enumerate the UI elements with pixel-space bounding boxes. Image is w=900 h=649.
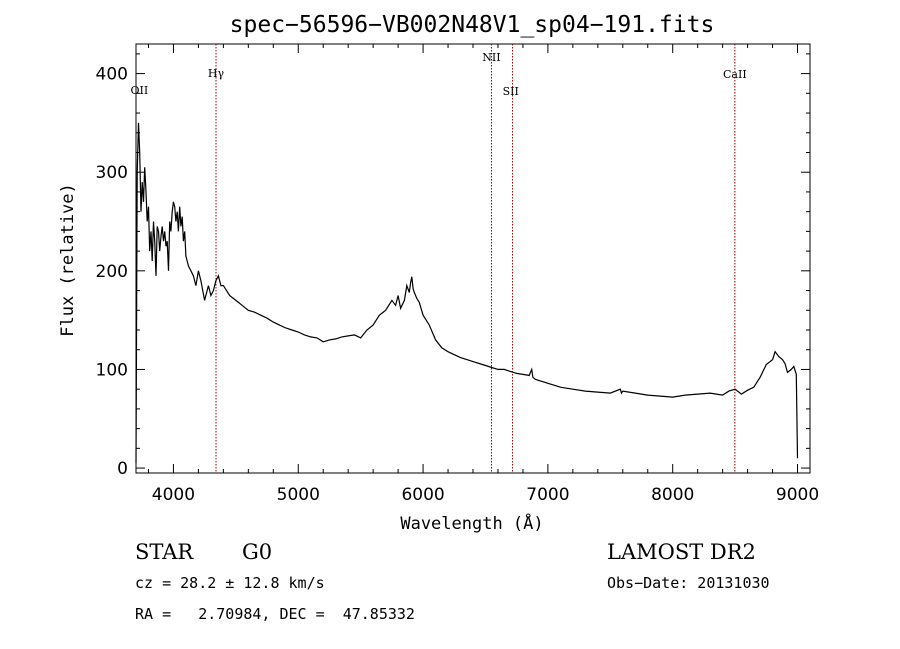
object-class: STAR <box>135 540 194 564</box>
x-tick-label-4000: 4000 <box>152 485 195 505</box>
ra-dec-coordinates: RA = 2.70984, DEC = 47.85332 <box>135 605 415 623</box>
marker-label-2: NII <box>482 51 500 64</box>
y-tick-label-0: 0 <box>117 459 128 479</box>
redshift-velocity: cz = 28.2 ± 12.8 km/s <box>135 574 325 592</box>
marker-label-0: OII <box>131 84 149 97</box>
x-tick-label-9000: 9000 <box>776 485 819 505</box>
survey-name: LAMOST DR2 <box>607 540 756 564</box>
x-tick-label-7000: 7000 <box>526 485 569 505</box>
marker-label-3: SII <box>503 85 519 98</box>
y-axis-ticks: 0 100 200 300 400 <box>96 53 810 479</box>
y-tick-label-100: 100 <box>96 360 128 380</box>
x-axis-label: Wavelength (Å) <box>400 512 543 534</box>
object-subclass: G0 <box>242 540 272 564</box>
marker-label-4: CaII <box>723 68 747 81</box>
x-tick-label-5000: 5000 <box>277 485 320 505</box>
x-axis-ticks: 4000 5000 6000 7000 8000 9000 <box>147 44 819 505</box>
chart-title: spec−56596−VB002N48V1_sp04−191.fits <box>230 12 715 38</box>
y-axis-label: Flux (relative) <box>58 183 78 337</box>
y-tick-label-300: 300 <box>96 163 128 183</box>
y-tick-label-400: 400 <box>96 65 128 85</box>
plot-frame <box>135 43 811 474</box>
marker-label-1: Hγ <box>208 67 225 80</box>
observation-date: Obs−Date: 20131030 <box>607 574 770 592</box>
x-tick-label-6000: 6000 <box>401 485 444 505</box>
emission-line-markers: OII Hγ NII SII CaII <box>131 44 747 473</box>
x-tick-label-8000: 8000 <box>651 485 694 505</box>
y-tick-label-200: 200 <box>96 262 128 282</box>
spectrum-series-line <box>135 122 799 464</box>
